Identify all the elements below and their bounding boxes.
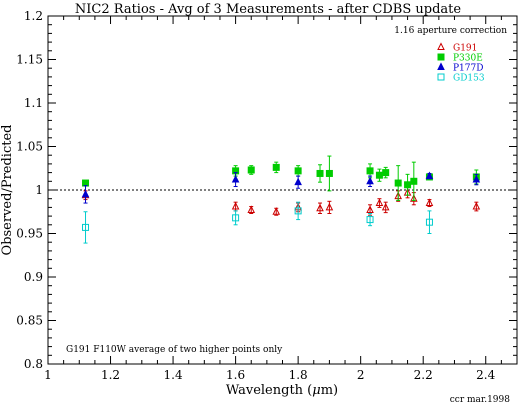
legend-label-gd153: GD153 [453, 74, 485, 84]
y-tick-label: 0.8 [24, 357, 43, 371]
p330e-point [366, 167, 374, 175]
p330e-point [375, 171, 383, 179]
x-tick-label: 2.4 [476, 368, 495, 382]
p330e-point [382, 169, 390, 177]
p177d-point [425, 171, 434, 180]
g191-point [366, 205, 374, 214]
y-tick-labels: 0.8 0.85 0.9 0.95 1 1.05 1.1 1.15 1.2 [16, 9, 43, 371]
g191-point [316, 203, 324, 212]
p330e-point [294, 167, 302, 175]
legend-marker-p177d [437, 62, 445, 70]
gd153-point [294, 207, 302, 215]
y-tick-label: 1 [35, 183, 43, 197]
gd153-point [82, 223, 90, 231]
x-tick-label: 2.2 [414, 368, 433, 382]
x-tick-label: 1.8 [289, 368, 308, 382]
legend-label-p177d: P177D [453, 64, 483, 74]
g191-point [325, 202, 334, 211]
legend-marker-gd153 [437, 73, 445, 81]
y-tick-label: 0.85 [16, 314, 43, 328]
gd153-point [366, 216, 374, 224]
p330e-point [325, 169, 333, 177]
g191-point [375, 198, 384, 207]
x-axis-label: Wavelength (μm) [226, 383, 338, 398]
legend-marker-g191 [437, 42, 445, 50]
y-axis-label: Observed/Predicted [0, 125, 15, 256]
g191-point [247, 205, 256, 214]
legend-label-g191: G191 [453, 44, 477, 54]
gd153-point [232, 214, 240, 222]
x-tick-label: 1 [44, 368, 52, 382]
y-tick-label: 0.95 [16, 227, 43, 241]
g191-point [472, 201, 481, 210]
p330e-point [247, 166, 255, 174]
g191-point [425, 198, 434, 207]
x-tick-labels: 1 1.2 1.4 1.6 1.8 2 2.2 2.4 [44, 368, 495, 382]
data-marks [81, 155, 481, 244]
p177d-point [472, 174, 481, 183]
p177d-point [231, 174, 240, 183]
plot-frame [47, 15, 518, 365]
p177d-point [81, 189, 90, 198]
aperture-note: 1.16 aperture correction [394, 26, 507, 36]
legend-label-p330e: P330E [453, 54, 483, 64]
x-tick-label: 1.2 [101, 368, 120, 382]
p330e-point [410, 177, 418, 185]
p330e-point [394, 179, 402, 187]
p330e-point [404, 181, 412, 189]
p330e-point [272, 163, 280, 171]
p177d-point [366, 176, 374, 185]
x-tick-label: 1.6 [226, 368, 245, 382]
g191-point [231, 201, 240, 210]
p177d-point [294, 177, 302, 186]
gd153-point [425, 218, 433, 226]
y-tick-label: 1.2 [24, 9, 43, 23]
y-tick-label: 0.9 [24, 270, 43, 284]
footer-credit: ccr mar.1998 [450, 395, 510, 405]
g191-point [410, 194, 418, 202]
y-tick-label: 1.15 [16, 53, 43, 67]
x-tick-label: 2 [357, 368, 365, 382]
chart-title: NIC2 Ratios - Avg of 3 Measurements - af… [75, 2, 461, 17]
legend-marker-p330e [437, 53, 445, 61]
g191-point [272, 207, 281, 215]
p330e-point [316, 169, 324, 177]
p330e-point [82, 179, 90, 187]
axis-ticks [47, 15, 518, 365]
x-tick-label: 1.4 [164, 368, 183, 382]
g191-point [381, 202, 390, 211]
y-tick-label: 1.1 [24, 96, 43, 110]
y-tick-label: 1.05 [16, 140, 43, 154]
g191-note: G191 F110W average of two higher points … [66, 345, 283, 355]
